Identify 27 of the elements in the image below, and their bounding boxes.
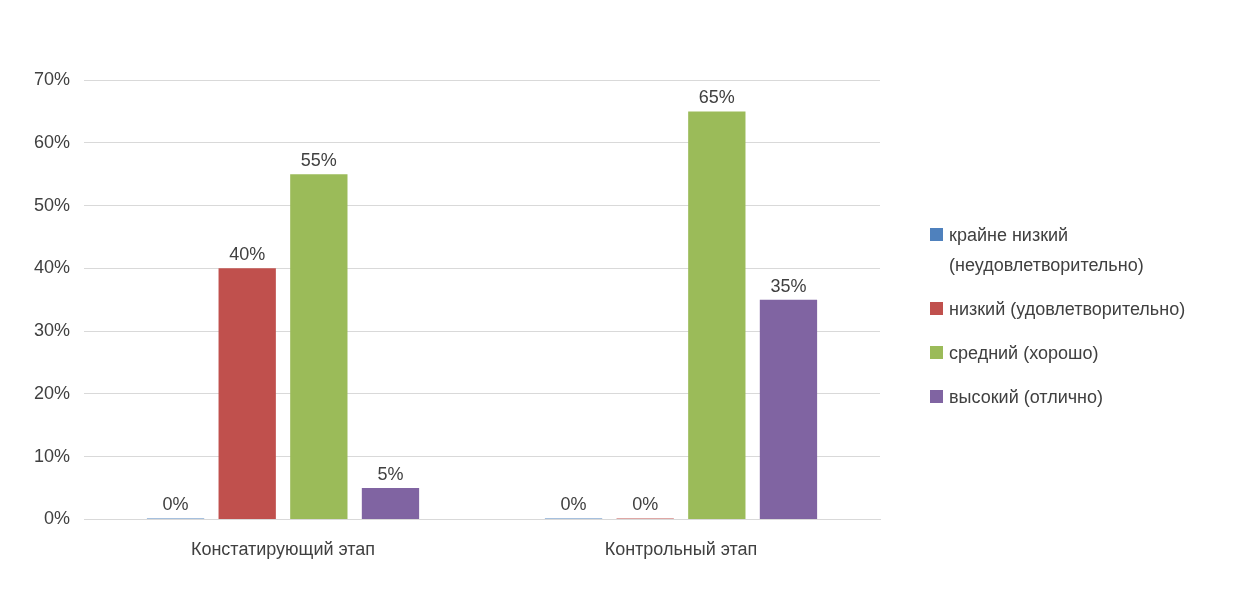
data-label: 0%: [560, 494, 587, 515]
data-label: 35%: [770, 275, 807, 296]
bar: [759, 299, 818, 519]
data-label: 55%: [300, 150, 337, 171]
legend-label: высокий (отлично): [949, 386, 1104, 409]
data-label: 5%: [377, 463, 404, 484]
data-label: 65%: [698, 87, 735, 108]
bar: [688, 111, 746, 519]
data-label: 40%: [229, 244, 266, 265]
legend-label: средний (хорошо): [949, 342, 1099, 365]
y-tick-label: 0%: [44, 508, 71, 529]
bar: [361, 488, 420, 519]
bar: [290, 174, 348, 519]
y-tick-label: 40%: [34, 257, 71, 278]
y-tick-label: 50%: [34, 194, 71, 215]
x-tick-label: Констатирующий этап: [190, 539, 376, 560]
bar: [218, 268, 276, 519]
legend-label: низкий (удовлетворительно): [949, 298, 1186, 321]
y-tick-label: 70%: [34, 68, 71, 89]
x-tick-label: Контрольный этап: [604, 539, 758, 560]
y-tick-label: 30%: [34, 320, 71, 341]
y-tick-label: 60%: [34, 131, 71, 152]
y-tick-label: 20%: [34, 382, 71, 403]
data-label: 0%: [162, 494, 189, 515]
y-tick-label: 10%: [34, 445, 71, 466]
legend-label: крайне низкий (неудовлетворительно): [949, 224, 1145, 277]
data-label: 0%: [632, 494, 659, 515]
